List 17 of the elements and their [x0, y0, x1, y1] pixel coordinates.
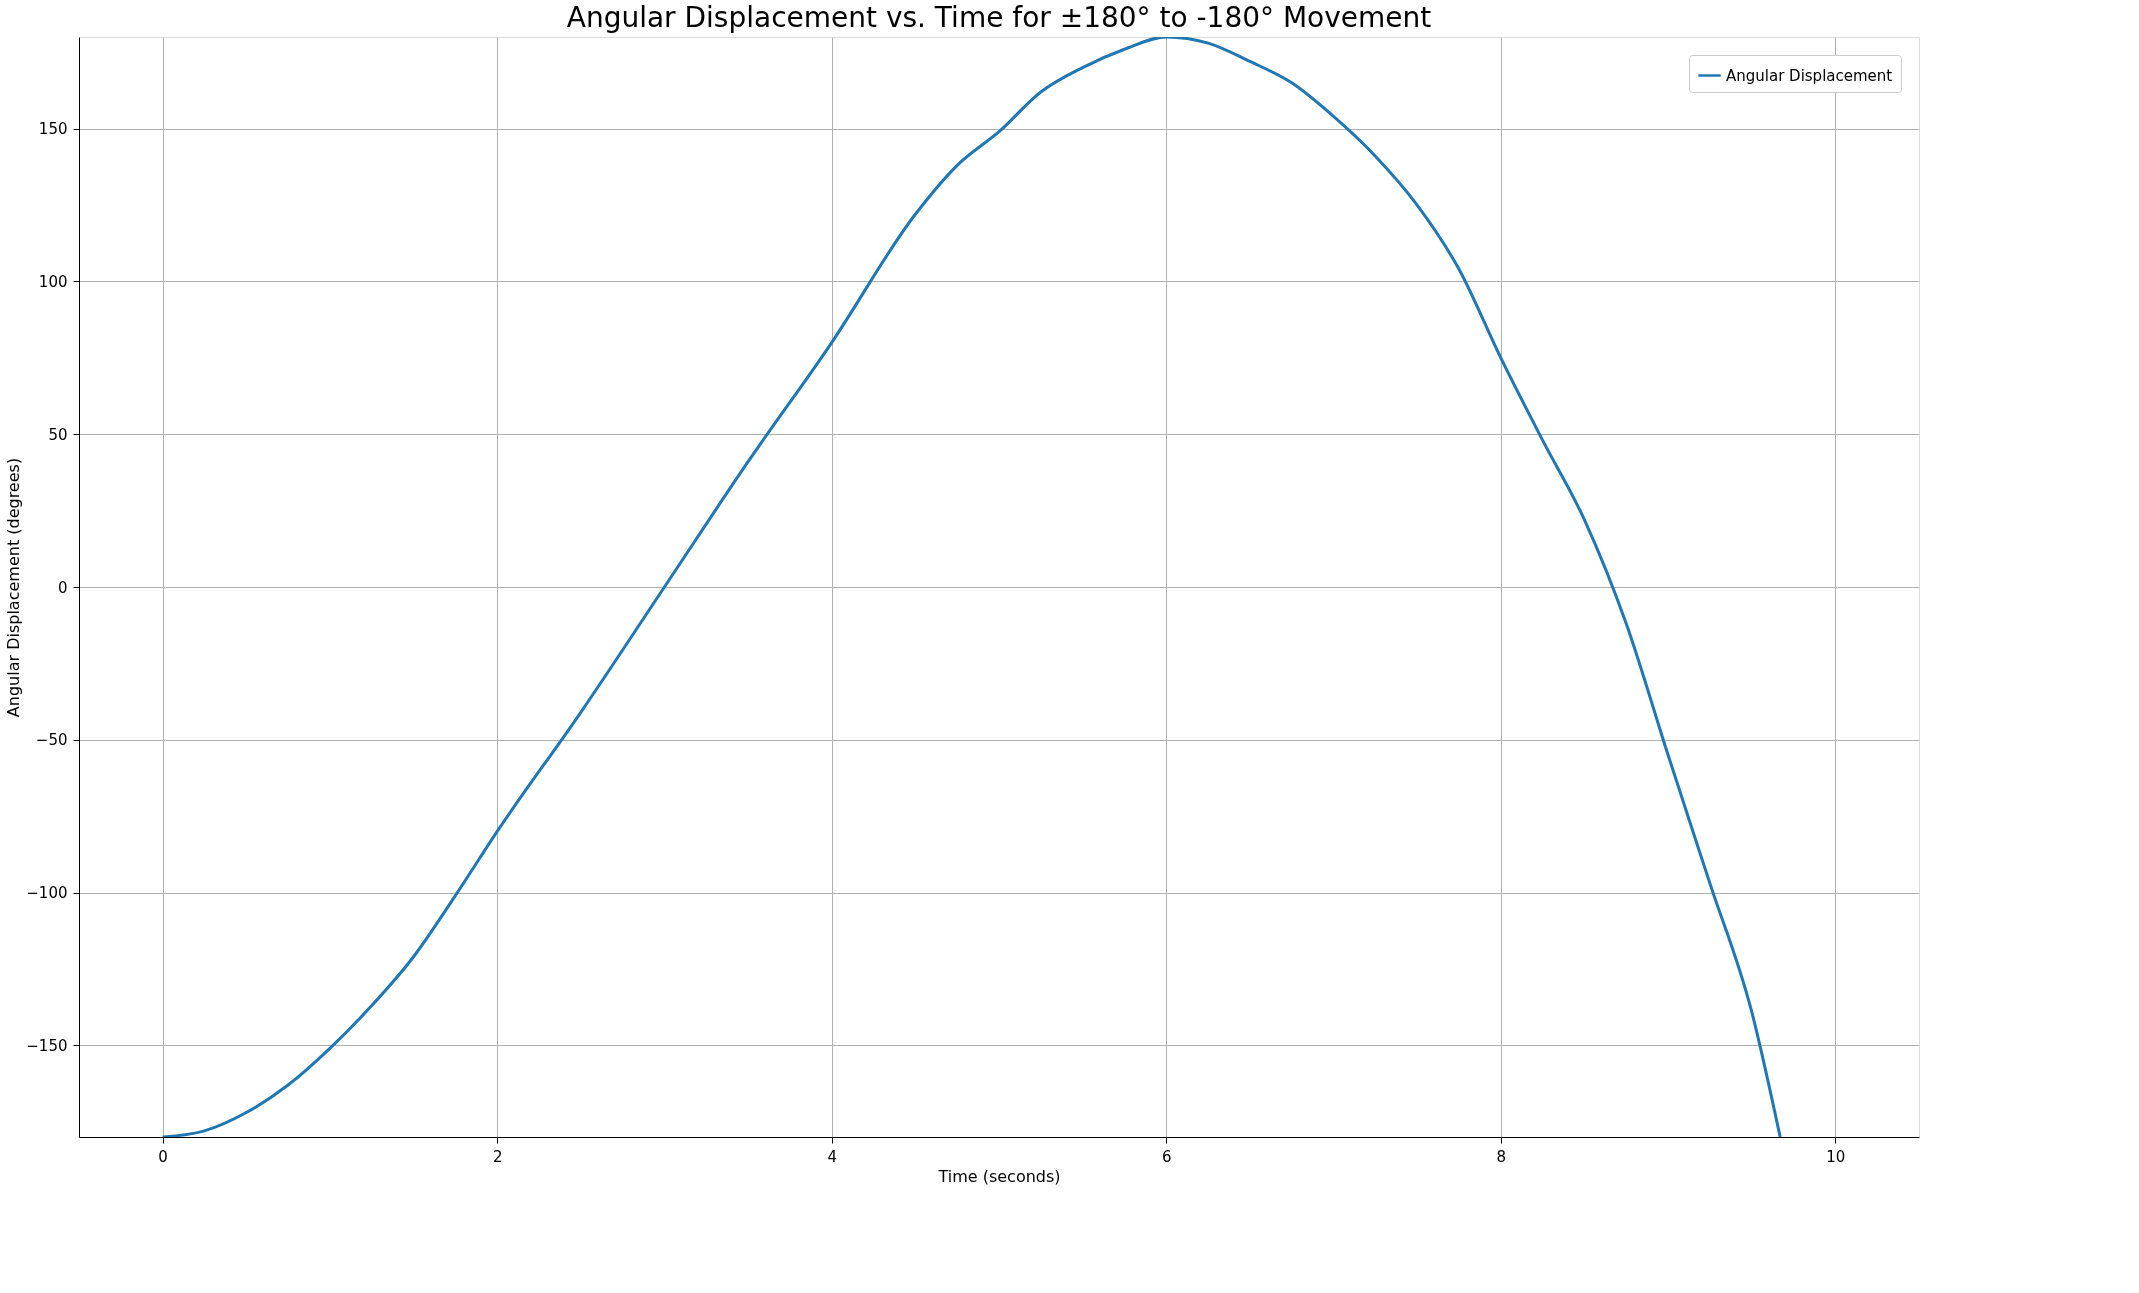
x-axis-title: Time (seconds) [937, 1166, 1061, 1186]
y-axis-title: Angular Displacement (degrees) [4, 457, 24, 718]
y-tick-label: −150 [26, 1036, 68, 1055]
chart-title: Angular Displacement vs. Time for ±180° to -180° Movement [566, 1, 1432, 34]
y-tick-label: −50 [35, 731, 68, 750]
x-tick-label: 0 [158, 1147, 168, 1166]
legend-label: Angular Displacement [1726, 66, 1893, 85]
x-tick-label: 10 [1826, 1147, 1846, 1166]
y-tick-label: 0 [57, 578, 68, 597]
x-tick-label: 4 [827, 1147, 837, 1166]
y-tick-label: 150 [38, 120, 68, 139]
x-tick-label: 2 [492, 1147, 503, 1166]
y-tick-label: 100 [38, 272, 68, 291]
x-tick-label: 8 [1496, 1147, 1507, 1166]
y-tick-label: 50 [48, 425, 68, 444]
y-tick-label: −100 [26, 884, 68, 903]
x-tick-label: 6 [1162, 1147, 1172, 1166]
